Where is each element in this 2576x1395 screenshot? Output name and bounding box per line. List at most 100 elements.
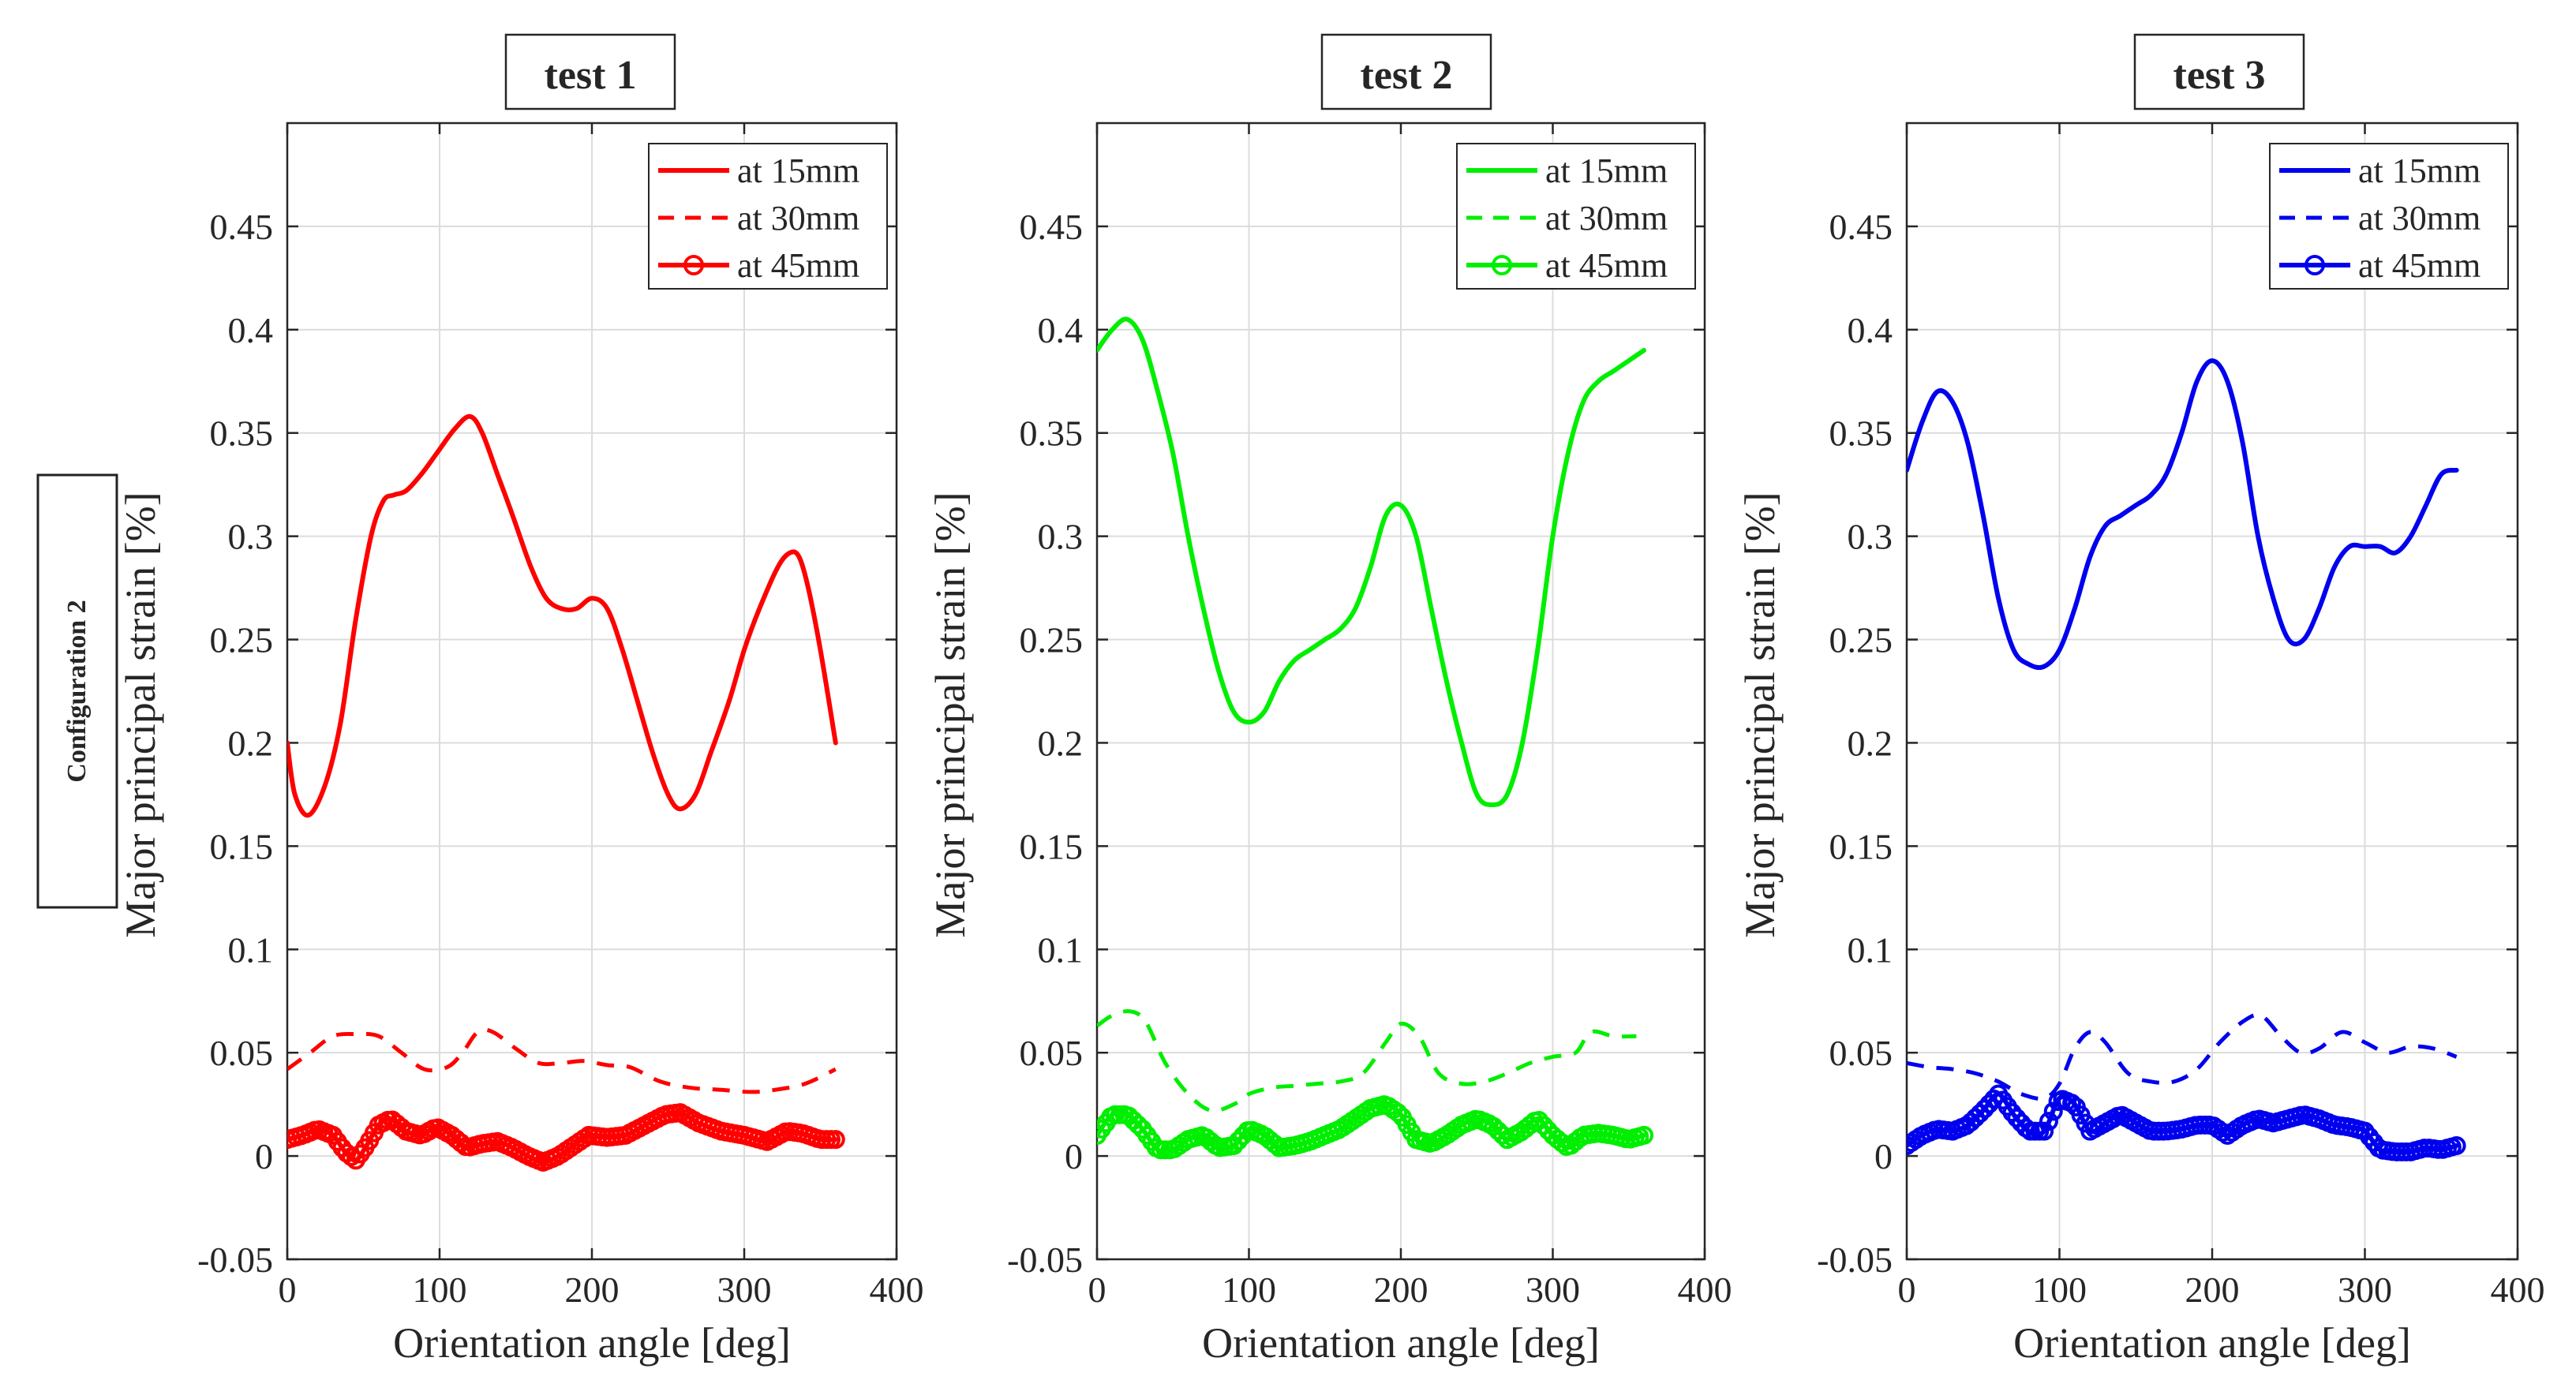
tick-marks — [1095, 123, 1706, 1261]
series-line-at-30mm — [1907, 1012, 2458, 1101]
y-tick-label: 0.25 — [1020, 620, 1084, 660]
legend-label: at 30mm — [1545, 199, 1668, 237]
series-group — [1907, 358, 2466, 1161]
side-label-frame — [36, 473, 118, 909]
y-axis-label: Major principal strain [%] — [1736, 492, 1784, 937]
series-marker — [826, 1130, 845, 1150]
series-group — [1097, 316, 1653, 1160]
series-line-at-30mm — [1097, 1009, 1637, 1113]
series-marker — [2447, 1136, 2466, 1155]
y-tick-label: 0.05 — [1020, 1033, 1084, 1073]
legend-label: at 15mm — [737, 151, 859, 190]
series-marker — [1634, 1125, 1653, 1145]
legend: at 15mm at 30mm at 45mm — [648, 143, 888, 290]
series-markers — [1097, 1095, 1653, 1160]
y-tick-label: 0.45 — [1829, 207, 1893, 247]
x-tick-label: 100 — [2032, 1270, 2087, 1310]
legend-marker — [2305, 255, 2325, 275]
grid-lines — [287, 123, 897, 1259]
title-box — [504, 33, 676, 110]
y-tick-label: -0.05 — [1007, 1240, 1083, 1280]
chart-panel-test-2: 0 100 200 300 400-0.0500.050.10.150.20.250.3… — [927, 33, 1732, 1367]
y-tick-label: -0.05 — [197, 1240, 273, 1280]
legend-label: at 30mm — [2358, 199, 2481, 237]
series-marker — [342, 1146, 361, 1166]
legend-label: at 15mm — [2358, 151, 2481, 190]
y-axis-label: Major principal strain [%] — [927, 492, 974, 937]
y-tick-label: 0.3 — [1848, 517, 1893, 557]
y-tick-label: 0.35 — [210, 413, 274, 454]
y-tick-label: 0.35 — [1829, 413, 1893, 454]
x-tick-label: 300 — [2338, 1270, 2392, 1310]
legend-label: at 45mm — [1545, 246, 1668, 285]
series-line-at-15mm — [1097, 316, 1646, 807]
y-tick-label: 0.25 — [210, 620, 274, 660]
x-tick-label: 0 — [279, 1270, 297, 1310]
x-tick-label: 100 — [1222, 1270, 1276, 1310]
y-tick-label: 0.2 — [1038, 723, 1084, 763]
y-tick-label: 0.1 — [1848, 929, 1893, 970]
y-tick-label: 0.2 — [1848, 723, 1893, 763]
x-tick-label: 400 — [2491, 1270, 2545, 1310]
series-group — [287, 413, 845, 1172]
series-marker — [1492, 1125, 1512, 1145]
y-tick-label: 0.1 — [1038, 929, 1084, 970]
series-line-at-30mm — [287, 1027, 837, 1094]
series-markers — [287, 1103, 845, 1172]
y-tick-label: 0 — [255, 1136, 273, 1176]
legend-label: at 30mm — [737, 199, 859, 237]
y-tick-label: 0 — [1065, 1136, 1083, 1176]
x-axis-label: Orientation angle [deg] — [393, 1319, 791, 1367]
series-marker — [1388, 1103, 1408, 1123]
series-markers — [1907, 1084, 2466, 1161]
series-marker — [2035, 1121, 2054, 1141]
series-marker — [2043, 1101, 2063, 1121]
y-tick-label: 0.45 — [210, 207, 274, 247]
legend-label: at 45mm — [737, 246, 859, 285]
y-tick-label: 0.15 — [1020, 826, 1084, 866]
y-tick-label: 0.45 — [1020, 207, 1084, 247]
series-marker — [2061, 1094, 2081, 1113]
grid-lines — [1907, 123, 2518, 1259]
legend-marker — [683, 255, 704, 275]
x-tick-label: 200 — [2185, 1270, 2240, 1310]
y-tick-label: 0 — [1874, 1136, 1893, 1176]
y-tick-label: 0.4 — [1848, 310, 1893, 350]
y-tick-label: 0.25 — [1829, 620, 1893, 660]
title-box — [1320, 33, 1492, 110]
series-marker — [1552, 1133, 1572, 1153]
series-marker — [2039, 1112, 2058, 1131]
x-tick-label: 0 — [1088, 1270, 1106, 1310]
x-axis-label: Orientation angle [deg] — [2013, 1319, 2411, 1367]
legend: at 15mm at 30mm at 45mm — [1456, 143, 1696, 290]
series-marker — [1520, 1115, 1540, 1135]
y-tick-label: 0.05 — [210, 1033, 274, 1073]
chart-title: test 3 — [2174, 53, 2266, 98]
y-tick-label: 0.2 — [228, 723, 274, 763]
series-line-at-15mm — [1907, 358, 2459, 671]
chart-panel-test-1: 0 100 200 300 400-0.0500.050.10.150.20.250.3… — [117, 33, 924, 1367]
series-line-at-15mm — [287, 413, 838, 818]
legend-label: at 15mm — [1545, 151, 1668, 190]
chart-panel-test-3: 0 100 200 300 400-0.0500.050.10.150.20.250.3… — [1736, 33, 2545, 1367]
side-label-box: Configuration 2 — [36, 473, 118, 909]
x-tick-label: 200 — [1374, 1270, 1428, 1310]
y-axis-label: Major principal strain [%] — [117, 492, 164, 937]
tick-marks — [1905, 123, 2519, 1261]
x-tick-label: 300 — [1526, 1270, 1580, 1310]
x-axis-label: Orientation angle [deg] — [1202, 1319, 1600, 1367]
x-tick-label: 0 — [1898, 1270, 1916, 1310]
y-tick-label: 0.05 — [1829, 1033, 1893, 1073]
chart-title: test 2 — [1361, 53, 1453, 98]
y-tick-label: 0.15 — [210, 826, 274, 866]
legend-label: at 45mm — [2358, 246, 2481, 285]
y-tick-label: 0.1 — [228, 929, 274, 970]
y-tick-label: -0.05 — [1817, 1240, 1893, 1280]
y-tick-label: 0.3 — [1038, 517, 1084, 557]
x-tick-label: 100 — [413, 1270, 467, 1310]
series-marker — [2002, 1103, 2022, 1123]
series-marker — [1265, 1134, 1285, 1154]
side-label-text: Configuration 2 — [62, 600, 92, 782]
y-tick-label: 0.3 — [228, 517, 274, 557]
